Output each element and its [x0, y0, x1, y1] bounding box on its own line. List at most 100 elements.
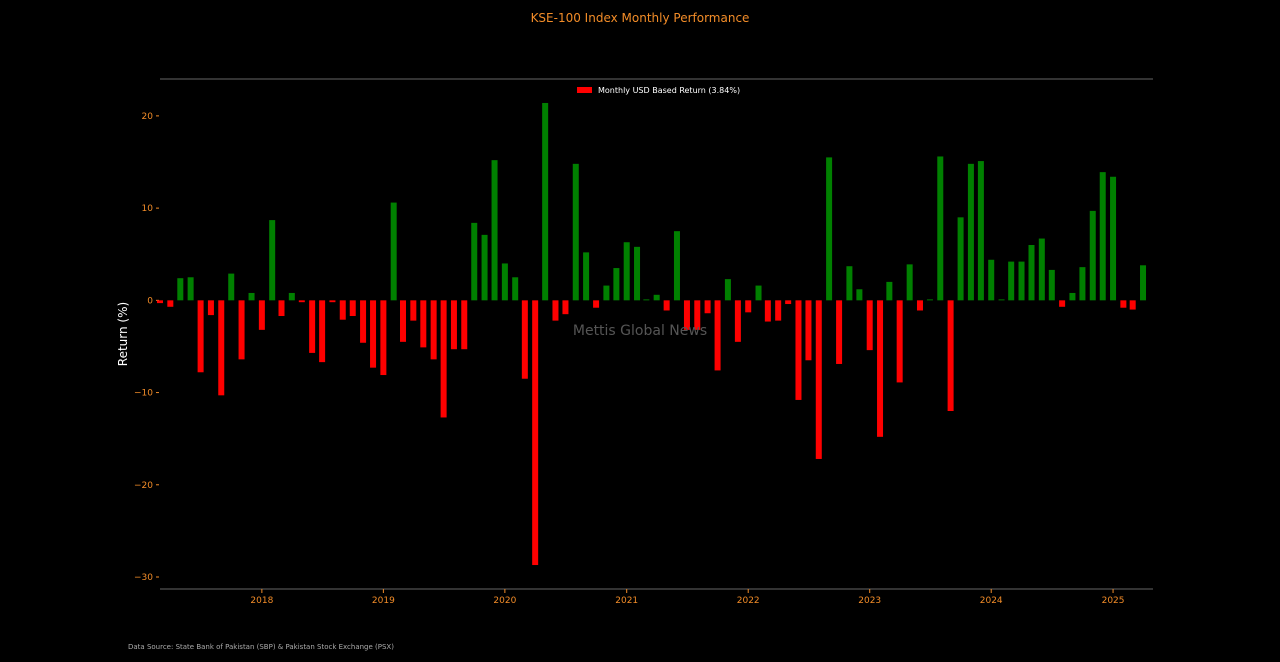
bar-2020-08: [572, 163, 579, 301]
bar-2021-04: [653, 294, 660, 301]
y-tick-label: −30: [134, 573, 153, 583]
y-tick-label: 0: [147, 296, 153, 306]
bar-2018-02: [269, 220, 276, 301]
bar-2023-03: [886, 281, 893, 301]
bar-2023-09: [947, 300, 954, 412]
bar-2023-11: [967, 163, 974, 301]
bar-2022-06: [795, 300, 802, 400]
bar-2019-10: [471, 222, 478, 301]
bar-2018-10: [349, 300, 356, 317]
bar-2023-05: [906, 264, 913, 301]
bar-2019-05: [420, 300, 427, 348]
bar-2020-12: [613, 268, 620, 301]
bar-2019-03: [400, 300, 407, 342]
bar-2023-10: [957, 217, 964, 301]
bar-2019-11: [481, 234, 488, 301]
bar-2025-02: [1120, 300, 1127, 308]
bar-2021-07: [683, 300, 690, 330]
bar-2017-07: [197, 300, 204, 373]
bar-2024-08: [1059, 300, 1066, 307]
bar-2019-12: [491, 160, 498, 301]
x-tick-label: 2022: [737, 596, 760, 606]
bar-2023-06: [916, 300, 923, 311]
legend-swatch: [577, 87, 592, 93]
bar-2023-07: [926, 299, 933, 301]
x-tick-label: 2018: [250, 596, 273, 606]
x-tick-label: 2023: [858, 596, 881, 606]
bar-2022-08: [815, 300, 822, 459]
bar-2022-03: [764, 300, 771, 322]
bar-2023-01: [866, 300, 873, 351]
bar-2021-11: [724, 279, 731, 301]
bar-2017-12: [248, 292, 255, 301]
y-axis: −30 −20 −10 0 10 20: [134, 112, 159, 583]
y-tick-label: −10: [134, 389, 153, 399]
bar-2022-11: [846, 266, 853, 301]
bar-2018-09: [339, 300, 346, 320]
bar-2018-07: [319, 300, 326, 363]
legend-label: Monthly USD Based Return (3.84%): [598, 86, 740, 95]
x-tick-label: 2025: [1102, 596, 1125, 606]
bar-2024-07: [1048, 269, 1055, 301]
bar-2024-05: [1028, 245, 1035, 301]
bar-2023-02: [877, 300, 884, 437]
bar-2023-12: [977, 161, 984, 301]
bar-2025-01: [1110, 176, 1117, 301]
bar-2020-11: [603, 285, 610, 301]
bar-2020-01: [501, 263, 508, 301]
bar-2020-06: [552, 300, 559, 321]
bar-2023-04: [896, 300, 903, 383]
x-tick-label: 2019: [372, 596, 395, 606]
bar-2024-02: [998, 299, 1005, 301]
bar-2019-02: [390, 202, 397, 301]
x-axis: 2018 2019 2020 2021 2022 2023 2024 2025: [250, 589, 1125, 606]
bar-2020-07: [562, 300, 569, 315]
bars-group: [157, 102, 1147, 566]
bar-2021-03: [643, 299, 650, 301]
legend: Monthly USD Based Return (3.84%): [577, 86, 740, 95]
bar-2021-10: [714, 300, 721, 371]
bar-2018-04: [288, 292, 295, 301]
data-source-note: Data Source: State Bank of Pakistan (SBP…: [128, 643, 394, 651]
bar-2020-03: [521, 300, 528, 379]
x-tick-label: 2021: [615, 596, 638, 606]
bar-2024-06: [1038, 238, 1045, 301]
bar-2025-04: [1140, 265, 1147, 301]
bar-2024-01: [988, 259, 995, 301]
bar-2021-12: [734, 300, 741, 342]
x-tick-label: 2024: [980, 596, 1003, 606]
bar-2020-02: [512, 277, 519, 301]
bar-2019-08: [450, 300, 457, 350]
bar-2019-06: [430, 300, 437, 360]
bar-2017-05: [177, 278, 184, 301]
chart-title: KSE-100 Index Monthly Performance: [531, 11, 750, 25]
bar-2021-05: [663, 300, 670, 311]
y-axis-label: Return (%): [116, 302, 130, 366]
bar-2017-03: [157, 300, 163, 304]
bar-2024-03: [1008, 261, 1015, 301]
bar-2018-05: [298, 300, 305, 303]
bar-2021-09: [704, 300, 711, 314]
bar-2022-09: [826, 157, 833, 301]
y-tick-label: −20: [134, 481, 153, 491]
bar-2017-11: [238, 300, 245, 360]
bar-2020-04: [532, 300, 539, 566]
x-tick-label: 2020: [493, 596, 516, 606]
bar-2017-04: [167, 300, 174, 307]
bar-2021-02: [634, 246, 641, 301]
bar-2022-02: [755, 285, 762, 301]
watermark: Mettis Global News: [573, 323, 707, 339]
bar-2019-04: [410, 300, 417, 321]
bar-2022-04: [775, 300, 782, 321]
bar-2025-03: [1129, 300, 1136, 310]
bar-2024-04: [1018, 261, 1025, 301]
bar-2024-09: [1069, 292, 1076, 301]
bar-2017-08: [207, 300, 214, 316]
bar-2021-08: [694, 300, 701, 330]
bar-2017-06: [187, 277, 194, 301]
y-tick-label: 20: [142, 112, 154, 122]
bar-2022-05: [785, 300, 792, 305]
bar-2018-11: [360, 300, 367, 343]
bar-2021-01: [623, 242, 630, 301]
bar-2024-10: [1079, 267, 1086, 301]
